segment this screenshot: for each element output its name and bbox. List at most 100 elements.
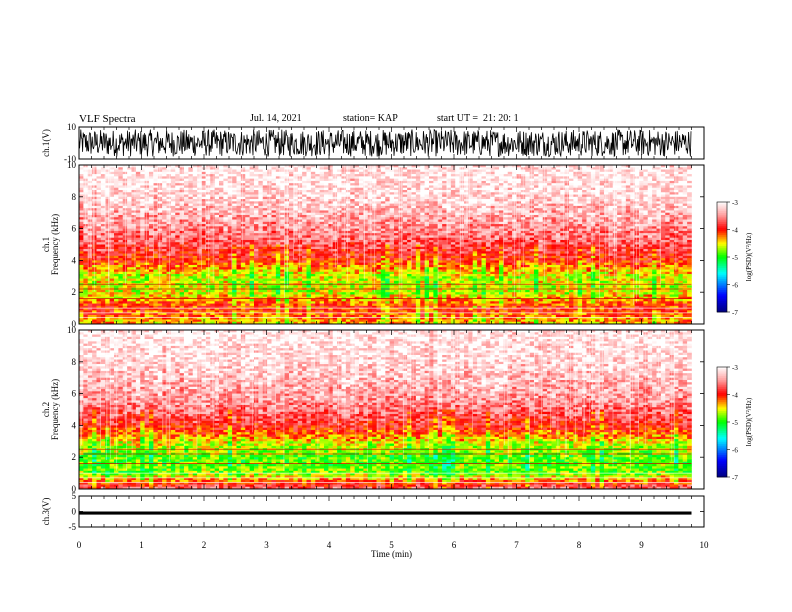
spectrogram-cell [114,220,119,223]
spectrogram-cell [171,269,176,272]
spectrogram-cell [188,204,193,207]
spectrogram-cell [79,217,84,220]
spectrogram-cell [132,233,137,236]
spectrogram-cell [153,265,158,268]
spectrogram-cell [97,176,102,179]
spectrogram-cell [167,231,172,234]
spectrogram-cell [158,319,163,322]
spectrogram-cell [118,242,123,245]
spectrogram-cell [184,170,189,173]
spectrogram-cell [132,229,137,232]
spectrogram-cell [145,247,150,250]
spectrogram-cell [237,172,242,175]
spectrogram-cell [223,229,228,232]
spectrogram-cell [180,226,185,229]
spectrogram-cell [180,179,185,182]
spectrogram-cell [127,251,132,254]
spectrogram-cell [136,197,141,200]
spectrogram-cell [127,208,132,211]
spectrogram-cell [184,249,189,252]
spectrogram-cell [232,220,237,223]
spectrogram-cell [79,267,84,270]
spectrogram-cell [171,292,176,295]
spectrogram-cell [97,281,102,284]
spectrogram-cell [175,263,180,266]
spectrogram-cell [136,249,141,252]
spectrogram-cell [162,269,167,272]
spectrogram-cell [167,188,172,191]
spectrogram-cell [188,213,193,216]
spectrogram-cell [193,226,198,229]
spectrogram-cell [237,170,242,173]
spectrogram-cell [188,269,193,272]
spectrogram-cell [175,217,180,220]
spectrogram-cell [193,319,198,322]
spectrogram-cell [132,294,137,297]
spectrogram-cell [188,304,193,307]
spectrogram-cell [118,290,123,293]
spectrogram-cell [162,285,167,288]
spectrogram-cell [140,294,145,297]
spectrogram-cell [145,315,150,318]
spectrogram-cell [162,233,167,236]
spectrogram-cell [193,242,198,245]
spectrogram-cell [79,179,84,182]
spectrogram-cell [79,224,84,227]
spectrogram-cell [127,304,132,307]
spectrogram-cell [223,294,228,297]
spectrogram-cell [118,285,123,288]
spectrogram-cell [197,176,202,179]
spectrogram-cell [215,179,220,182]
spectrogram-cell [162,176,167,179]
spectrogram-cell [149,208,154,211]
spectrogram-cell [171,272,176,275]
spectrogram-cell [206,272,211,275]
spectrogram-cell [184,254,189,257]
spectrogram-cell [123,315,128,318]
spectrogram-cell [184,258,189,261]
spectrogram-cell [118,251,123,254]
spectrogram-cell [206,206,211,209]
spectrogram-cell [127,226,132,229]
spectrogram-cell [197,247,202,250]
spectrogram-cell [149,199,154,202]
spectrogram-cell [127,172,132,175]
spectrogram-cell [123,195,128,198]
spectrogram-cell [149,304,154,307]
spectrogram-cell [145,176,150,179]
spectrogram-cell [123,183,128,186]
spectrogram-cell [206,249,211,252]
spectrogram-cell [193,281,198,284]
spectrogram-cell [184,238,189,241]
spectrogram-cell [127,192,132,195]
spectrogram-cell [232,315,237,318]
spectrogram-cell [184,292,189,295]
spectrogram-cell [197,170,202,173]
spectrogram-cell [223,195,228,198]
spectrogram-cell [215,290,220,293]
spectrogram-cell [206,183,211,186]
spectrogram-cell [140,240,145,243]
spectrogram-cell [167,304,172,307]
spectrogram-cell [101,240,106,243]
spectrogram-cell [79,215,84,218]
spectrogram-cell [223,279,228,282]
spectrogram-cell [123,185,128,188]
spectrogram-cell [79,274,84,277]
spectrogram-cell [79,183,84,186]
spectrogram-cell [79,281,84,284]
spectrogram-cell [223,206,228,209]
spectrogram-cell [127,231,132,234]
spectrogram-cell [83,192,88,195]
spectrogram-cell [215,217,220,220]
spectrogram-cell [127,233,132,236]
spectrogram-cell [206,276,211,279]
spectrogram-cell [175,206,180,209]
spectrogram-cell [101,269,106,272]
spectrogram-cell [171,224,176,227]
spectrogram-cell [114,245,119,248]
spectrogram-cell [83,215,88,218]
spectrogram-cell [162,279,167,282]
spectrogram-cell [219,276,224,279]
spectrogram-cell [149,247,154,250]
